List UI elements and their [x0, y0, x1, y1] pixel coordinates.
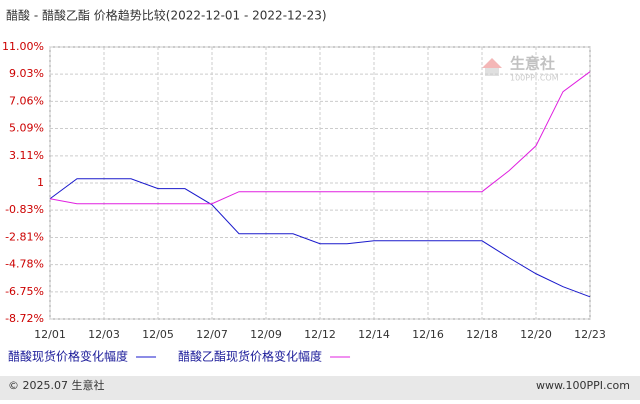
x-tick-label: 12/09	[250, 328, 282, 341]
legend-label: 醋酸现货价格变化幅度	[8, 349, 128, 364]
y-tick-label: 7.06%	[9, 94, 44, 107]
x-tick-label: 12/05	[142, 328, 174, 341]
x-tick-label: 12/23	[574, 328, 606, 341]
footer-right: www.100PPI.com	[536, 379, 630, 392]
y-tick-label: 3.11%	[9, 149, 44, 162]
y-tick-label: -4.78%	[5, 258, 44, 271]
y-tick-label: -6.75%	[5, 285, 44, 298]
y-tick-label: -8.72%	[5, 312, 44, 325]
x-tick-label: 12/20	[520, 328, 552, 341]
y-tick-label: -0.83%	[5, 203, 44, 216]
y-tick-label: -2.81%	[5, 230, 44, 243]
logo-house	[485, 68, 499, 76]
y-tick-label: 9.03%	[9, 67, 44, 80]
y-tick-label: 5.09%	[9, 122, 44, 135]
watermark-name: 生意社	[510, 55, 555, 73]
chart-title: 醋酸 - 醋酸乙酯 价格趋势比较(2022-12-01 - 2022-12-23…	[6, 8, 327, 23]
y-tick-label: 11.00%	[2, 40, 44, 53]
footer-bar	[0, 376, 640, 400]
series-line	[49, 71, 591, 205]
footer-left: © 2025.07 生意社	[8, 378, 104, 392]
x-tick-label: 12/12	[304, 328, 336, 341]
series-line	[49, 178, 591, 298]
logo-roof	[482, 58, 502, 68]
legend-label: 醋酸乙酯现货价格变化幅度	[178, 349, 322, 364]
x-tick-label: 12/01	[34, 328, 66, 341]
watermark-site: 100PPI.COM	[510, 74, 559, 83]
x-tick-label: 12/07	[196, 328, 228, 341]
x-tick-label: 12/03	[88, 328, 120, 341]
watermark: 生意社 100PPI.COM	[482, 55, 559, 83]
x-tick-label: 12/14	[358, 328, 390, 341]
y-tick-label: 1	[37, 176, 44, 189]
x-tick-label: 12/16	[412, 328, 444, 341]
x-tick-label: 12/18	[466, 328, 498, 341]
